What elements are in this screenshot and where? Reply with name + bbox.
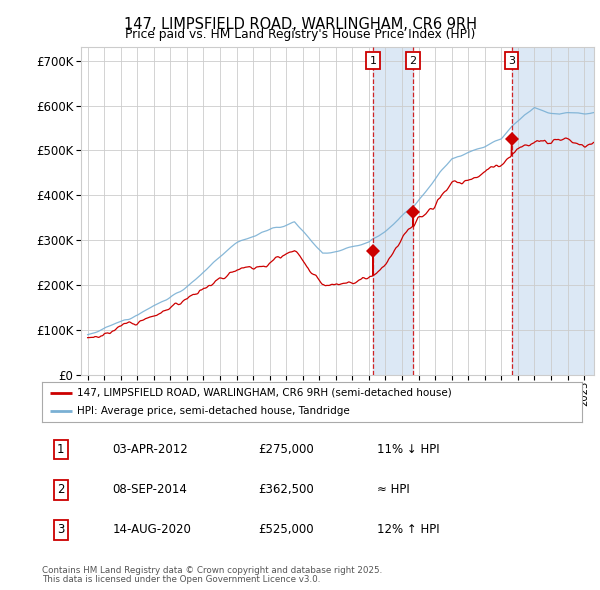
Text: ≈ HPI: ≈ HPI [377,483,410,496]
Text: 3: 3 [57,523,65,536]
Text: Price paid vs. HM Land Registry's House Price Index (HPI): Price paid vs. HM Land Registry's House … [125,28,475,41]
Text: 11% ↓ HPI: 11% ↓ HPI [377,443,439,456]
Text: 3: 3 [508,55,515,65]
Text: Contains HM Land Registry data © Crown copyright and database right 2025.: Contains HM Land Registry data © Crown c… [42,566,382,575]
Text: 2: 2 [57,483,65,496]
Text: 1: 1 [370,55,377,65]
Text: 12% ↑ HPI: 12% ↑ HPI [377,523,439,536]
Text: 147, LIMPSFIELD ROAD, WARLINGHAM, CR6 9RH (semi-detached house): 147, LIMPSFIELD ROAD, WARLINGHAM, CR6 9R… [77,388,452,398]
Text: 147, LIMPSFIELD ROAD, WARLINGHAM, CR6 9RH: 147, LIMPSFIELD ROAD, WARLINGHAM, CR6 9R… [124,17,476,31]
Text: HPI: Average price, semi-detached house, Tandridge: HPI: Average price, semi-detached house,… [77,406,350,416]
Text: 14-AUG-2020: 14-AUG-2020 [112,523,191,536]
Text: £275,000: £275,000 [258,443,314,456]
Text: 03-APR-2012: 03-APR-2012 [112,443,188,456]
Text: 2: 2 [410,55,416,65]
Text: This data is licensed under the Open Government Licence v3.0.: This data is licensed under the Open Gov… [42,575,320,584]
Bar [512,47,594,375]
Text: 08-SEP-2014: 08-SEP-2014 [112,483,187,496]
Text: £362,500: £362,500 [258,483,314,496]
Bar [373,47,413,375]
Text: £525,000: £525,000 [258,523,314,536]
Text: 1: 1 [57,443,65,456]
